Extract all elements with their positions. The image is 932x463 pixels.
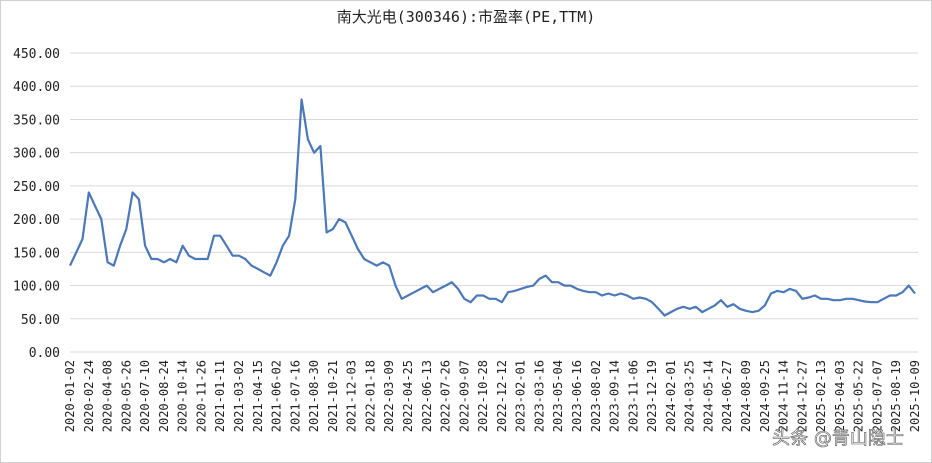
- y-tick-label: 400.00: [13, 80, 60, 95]
- x-tick-label: 2021-10-21: [326, 360, 340, 432]
- x-tick-label: 2021-03-02: [232, 360, 246, 432]
- x-tick-label: 2023-06-16: [570, 360, 584, 432]
- x-tick-label: 2024-03-25: [683, 360, 697, 432]
- x-tick-label: 2020-05-26: [119, 360, 133, 432]
- x-tick-label: 2023-12-19: [645, 360, 659, 432]
- chart-title: 南大光电(300346):市盈率(PE,TTM): [337, 8, 596, 26]
- y-tick-label: 50.00: [21, 313, 60, 328]
- x-tick-label: 2021-04-15: [251, 360, 265, 432]
- x-tick-label: 2021-08-30: [307, 360, 321, 432]
- x-tick-label: 2025-07-07: [870, 360, 884, 432]
- x-tick-label: 2022-06-13: [420, 360, 434, 432]
- x-tick-label: 2022-07-26: [439, 360, 453, 432]
- x-tick-label: 2021-06-02: [270, 360, 284, 432]
- x-tick-label: 2022-04-25: [401, 360, 415, 432]
- x-tick-label: 2020-07-10: [138, 360, 152, 432]
- y-tick-label: 150.00: [13, 246, 60, 261]
- x-tick-label: 2023-02-01: [514, 360, 528, 432]
- x-tick-label: 2020-01-02: [63, 360, 77, 432]
- x-tick-label: 2023-05-04: [551, 360, 565, 432]
- x-tick-label: 2021-01-11: [213, 360, 227, 432]
- x-tick-label: 2020-10-14: [176, 360, 190, 432]
- x-tick-label: 2024-09-25: [758, 360, 772, 432]
- data-line: [69, 98, 916, 317]
- y-tick-label: 350.00: [13, 113, 60, 128]
- watermark: 头条 @青山隐士: [772, 428, 904, 449]
- y-tick-label: 0.00: [29, 346, 60, 361]
- x-tick-label: 2020-04-08: [101, 360, 115, 432]
- y-tick-label: 250.00: [13, 180, 60, 195]
- x-tick-label: 2024-08-09: [739, 360, 753, 432]
- y-tick-label: 300.00: [13, 147, 60, 162]
- x-tick-label: 2021-12-03: [345, 360, 359, 432]
- x-tick-label: 2023-03-16: [532, 360, 546, 432]
- x-tick-label: 2024-06-27: [720, 360, 734, 432]
- x-tick-label: 2024-12-27: [795, 360, 809, 432]
- x-tick-label: 2024-02-01: [664, 360, 678, 432]
- x-tick-label: 2022-03-09: [382, 360, 396, 432]
- x-tick-label: 2021-07-16: [288, 360, 302, 432]
- x-tick-label: 2023-11-06: [626, 360, 640, 432]
- x-tick-label: 2022-10-28: [476, 360, 490, 432]
- x-tick-label: 2022-12-12: [495, 360, 509, 432]
- x-tick-label: 2020-08-24: [157, 360, 171, 432]
- x-tick-label: 2025-05-22: [852, 360, 866, 432]
- x-tick-label: 2025-10-09: [908, 360, 922, 432]
- x-tick-label: 2025-04-03: [833, 360, 847, 432]
- y-tick-label: 450.00: [13, 47, 60, 62]
- x-tick-label: 2025-02-13: [814, 360, 828, 432]
- x-tick-label: 2024-05-14: [701, 360, 715, 432]
- x-tick-label: 2022-09-07: [457, 360, 471, 432]
- x-tick-label: 2022-01-18: [363, 360, 377, 432]
- x-tick-label: 2025-08-19: [889, 360, 903, 432]
- x-tick-label: 2024-11-14: [777, 360, 791, 432]
- x-tick-label: 2023-09-14: [608, 360, 622, 432]
- x-tick-label: 2020-11-26: [194, 360, 208, 432]
- x-tick-label: 2023-08-02: [589, 360, 603, 432]
- y-tick-label: 100.00: [13, 280, 60, 295]
- x-tick-label: 2020-02-24: [82, 360, 96, 432]
- y-tick-label: 200.00: [13, 213, 60, 228]
